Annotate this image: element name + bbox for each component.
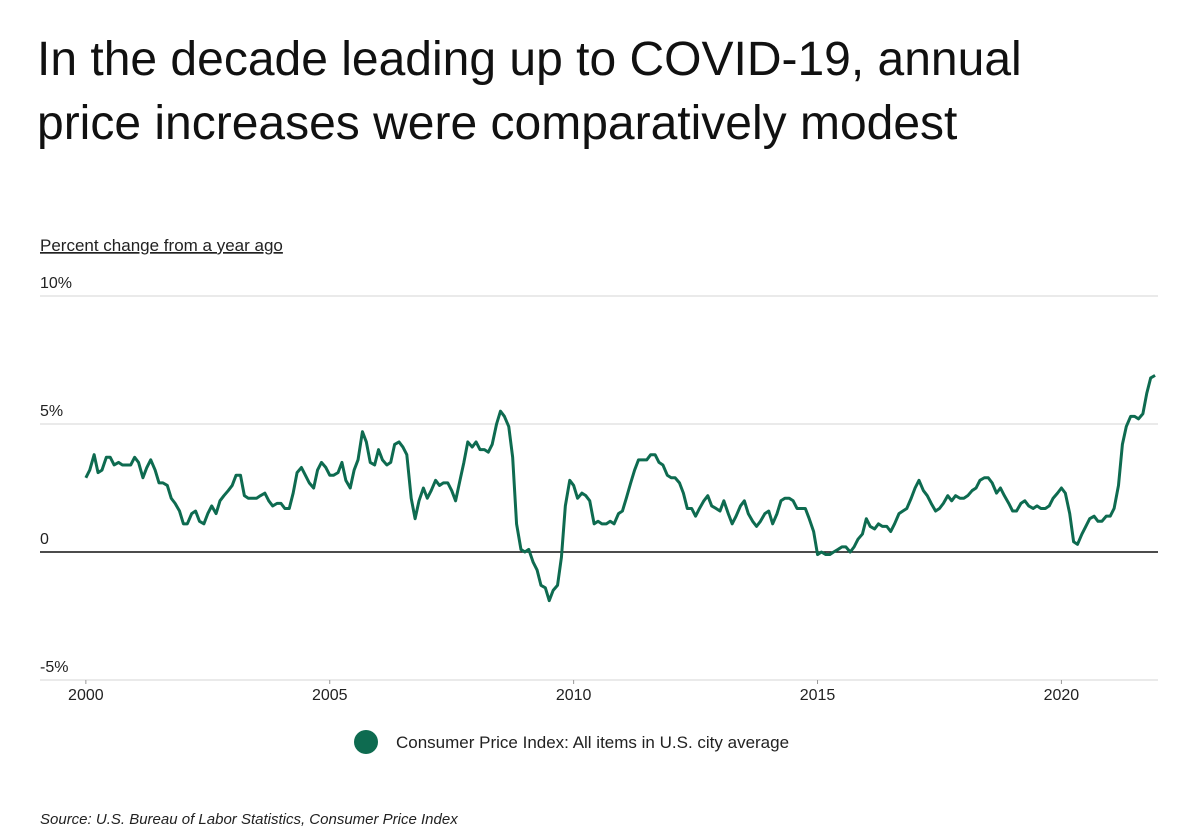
x-tick-label: 2015	[800, 687, 836, 704]
x-tick-label: 2020	[1044, 687, 1080, 704]
line-series	[84, 374, 1156, 603]
y-tick-label: 5%	[40, 403, 63, 420]
source: Source: U.S. Bureau of Labor Statistics,…	[40, 811, 458, 828]
legend-label: Consumer Price Index: All items in U.S. …	[396, 733, 789, 752]
y-tick-label: 0	[40, 531, 49, 548]
y-axis-label: Percent change from a year ago	[40, 236, 283, 255]
y-tick-label: -5%	[40, 659, 68, 676]
legend-marker	[354, 730, 378, 754]
x-tick-label: 2005	[312, 687, 348, 704]
x-tick-label: 2010	[556, 687, 592, 704]
y-tick-label: 10%	[40, 275, 72, 292]
chart-title: In the decade leading up to COVID-19, an…	[37, 33, 1022, 150]
x-tick-label: 2000	[68, 687, 104, 704]
